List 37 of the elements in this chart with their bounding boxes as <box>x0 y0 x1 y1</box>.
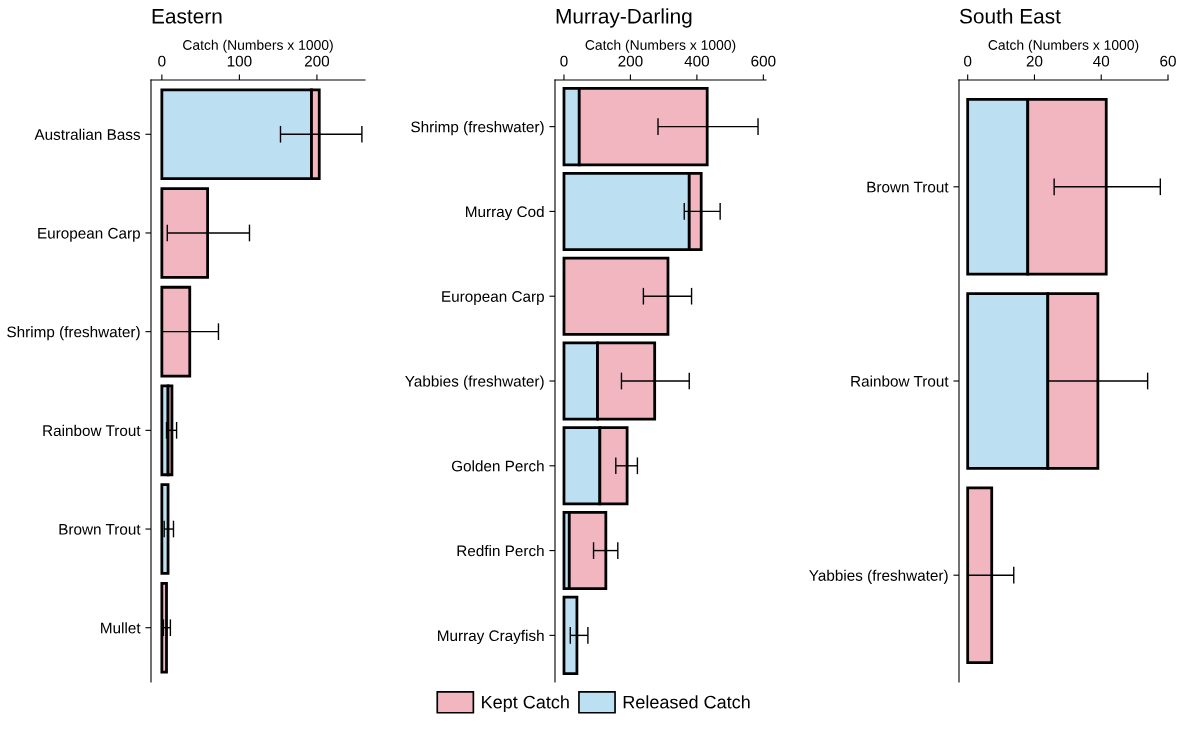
x-tick-label: 60 <box>1160 55 1176 67</box>
y-tick-label: Shrimp (freshwater) <box>411 121 544 136</box>
y-tick-label: Rainbow Trout <box>43 424 141 437</box>
legend-label: Kept Catch <box>482 695 569 713</box>
x-tick-label: 20 <box>1026 55 1043 67</box>
x-tick-label: 100 <box>227 55 252 67</box>
x-tick-label: 200 <box>618 55 643 67</box>
chart-title: Murray-Darling <box>556 8 692 28</box>
x-axis-title: Catch (Numbers x 1000) <box>585 39 736 53</box>
chart-title: Eastern <box>152 9 222 24</box>
y-tick-label: Yabbies (freshwater) <box>405 375 544 390</box>
legend-label: Released Catch <box>623 695 750 709</box>
y-tick-label: Murray Crayfish <box>438 629 544 645</box>
y-tick-label: European Carp <box>38 227 140 242</box>
bar <box>160 581 168 674</box>
y-tick-label: Brown Trout <box>59 524 141 535</box>
x-axis-title: Catch (Numbers x 1000) <box>988 39 1139 53</box>
x-tick-label: 200 <box>304 55 330 67</box>
x-tick-label: 0 <box>158 55 166 67</box>
x-tick-label: 0 <box>560 55 568 67</box>
y-tick-label: Murray Cod <box>466 205 544 221</box>
x-axis-title: Catch (Numbers x 1000) <box>183 39 333 53</box>
x-tick-label: 0 <box>964 55 972 67</box>
chart-title: South East <box>959 8 1061 24</box>
y-tick-label: Brown Trout <box>867 181 949 193</box>
y-tick-label: Redfin Perch <box>457 545 544 557</box>
y-tick-label: Shrimp (freshwater) <box>7 326 140 341</box>
x-tick-label: 400 <box>684 55 710 67</box>
y-tick-label: European Carp <box>442 291 544 305</box>
bar <box>160 483 170 575</box>
x-tick-label: 40 <box>1093 55 1110 67</box>
y-tick-label: Australian Bass <box>34 128 141 140</box>
y-tick-label: Mullet <box>101 622 141 634</box>
y-tick-label: Golden Perch <box>451 460 544 472</box>
y-tick-label: Rainbow Trout <box>851 375 949 387</box>
x-tick-label: 600 <box>751 55 776 67</box>
y-tick-label: Yabbies (freshwater) <box>809 569 948 584</box>
